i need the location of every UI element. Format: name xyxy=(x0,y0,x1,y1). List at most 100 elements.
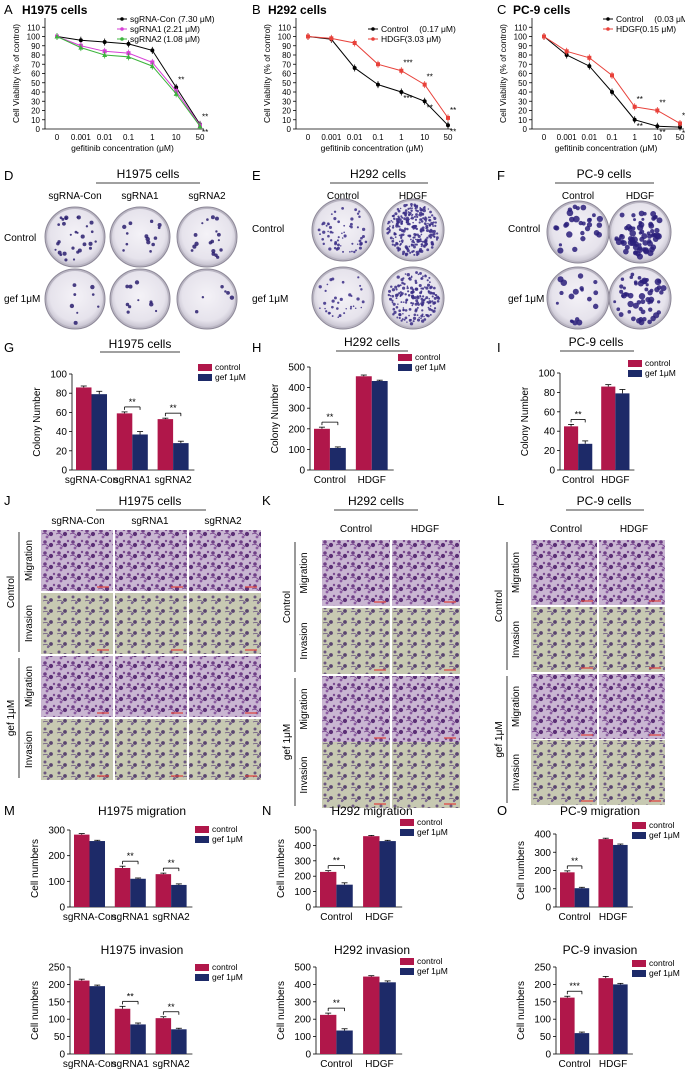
panel-G: G H1975 cells 0 20 40 60 80 100 Colony Number s… xyxy=(4,337,246,486)
panel-title: H1975 cells xyxy=(119,494,182,508)
colony xyxy=(391,288,396,292)
legend-label: control xyxy=(215,362,241,372)
colony xyxy=(641,217,645,221)
colony xyxy=(427,222,429,225)
colony xyxy=(631,213,636,218)
colony xyxy=(558,243,563,247)
x-tick-label: 0 xyxy=(542,133,547,142)
colony xyxy=(144,234,149,239)
colony xyxy=(401,220,404,223)
bar xyxy=(314,428,330,470)
colony xyxy=(418,283,422,288)
micrograph xyxy=(322,608,390,674)
x-tick-label: HDGF xyxy=(358,475,386,486)
chart-O: 0 100 200 300 400 Cell numbers Control ** HDGF co… xyxy=(516,820,680,923)
legend-label: control xyxy=(645,358,671,368)
colony xyxy=(421,240,425,243)
bar xyxy=(613,984,628,1054)
colony xyxy=(624,244,630,250)
bar xyxy=(320,871,337,907)
colony xyxy=(358,239,362,243)
chart-O2: 0 50 100 150 200 250 Cell numbers Control *** HDG… xyxy=(516,958,680,1070)
x-tick-label: Control xyxy=(558,912,590,923)
colony xyxy=(154,309,158,313)
colony xyxy=(330,213,333,216)
colony xyxy=(414,243,417,246)
colony xyxy=(410,238,412,241)
legend-label: gef 1μM xyxy=(212,972,243,982)
colony xyxy=(64,258,68,262)
colony xyxy=(622,286,626,290)
colony xyxy=(352,305,355,308)
colony xyxy=(401,233,405,236)
colony xyxy=(393,310,397,314)
colony xyxy=(580,204,587,211)
panel-N: N H292 migration 0 100 200 300 400 500 Cell nu… xyxy=(262,803,448,1070)
colony xyxy=(157,226,161,230)
colony xyxy=(402,308,405,312)
panel-D: D H1975 cells sgRNA-Con sgRNA1 sgRNA2 Co… xyxy=(4,167,238,330)
bar xyxy=(114,867,131,907)
colony xyxy=(615,238,623,246)
colony xyxy=(427,208,430,210)
data-point xyxy=(102,49,107,54)
colony xyxy=(433,296,437,300)
colony xyxy=(428,219,431,222)
colony xyxy=(400,239,404,243)
colony xyxy=(404,273,407,275)
colony xyxy=(408,245,411,248)
bar xyxy=(363,836,380,907)
colony xyxy=(557,247,564,254)
colony xyxy=(350,217,354,221)
colony xyxy=(338,314,342,317)
significance-mark: * xyxy=(682,111,685,120)
colony xyxy=(420,218,423,221)
colony xyxy=(349,250,351,253)
colony xyxy=(429,210,432,214)
y-tick-label: 100 xyxy=(48,877,65,888)
significance-mark: ** xyxy=(682,129,685,138)
significance-mark: ** xyxy=(202,128,208,137)
colony xyxy=(90,284,95,290)
colony xyxy=(359,284,362,287)
dish-well xyxy=(47,271,103,327)
colony xyxy=(361,227,366,232)
colony xyxy=(619,289,624,294)
colony xyxy=(418,316,420,319)
micrograph xyxy=(189,656,261,717)
colony xyxy=(639,236,645,242)
colony xyxy=(359,241,363,246)
row-label: Migration xyxy=(511,552,522,593)
colony xyxy=(322,242,325,246)
colony xyxy=(426,279,429,282)
y-tick-label: 0 xyxy=(523,125,528,134)
dish-well xyxy=(314,269,372,327)
legend-label: Control xyxy=(616,14,644,24)
y-axis-label: Colony Number xyxy=(520,386,531,456)
colony xyxy=(71,246,75,250)
colony xyxy=(415,205,418,209)
micrograph xyxy=(531,607,597,672)
colony xyxy=(88,241,93,246)
y-tick-label: 90 xyxy=(31,42,40,51)
colony xyxy=(400,222,403,225)
legend-marker xyxy=(120,17,124,21)
colony xyxy=(360,288,363,291)
colony xyxy=(149,300,153,304)
y-tick-label: 10 xyxy=(31,116,40,125)
panel-title: H292 cells xyxy=(348,494,404,508)
x-tick-label: 10 xyxy=(653,133,662,142)
colony xyxy=(403,282,406,286)
y-tick-label: 300 xyxy=(534,848,551,859)
y-tick-label: 70 xyxy=(518,60,527,69)
colony xyxy=(640,299,646,305)
x-axis-label: gefitinib concentration (μM) xyxy=(71,143,174,153)
panel-title: H1975 cells xyxy=(117,167,180,181)
significance-mark: ** xyxy=(575,409,583,419)
colony xyxy=(125,284,130,289)
colony xyxy=(631,236,638,243)
colony xyxy=(414,287,418,291)
panel-K: K H292 cells Control HDGF Migration Invas… xyxy=(262,493,460,808)
colony xyxy=(72,283,77,288)
